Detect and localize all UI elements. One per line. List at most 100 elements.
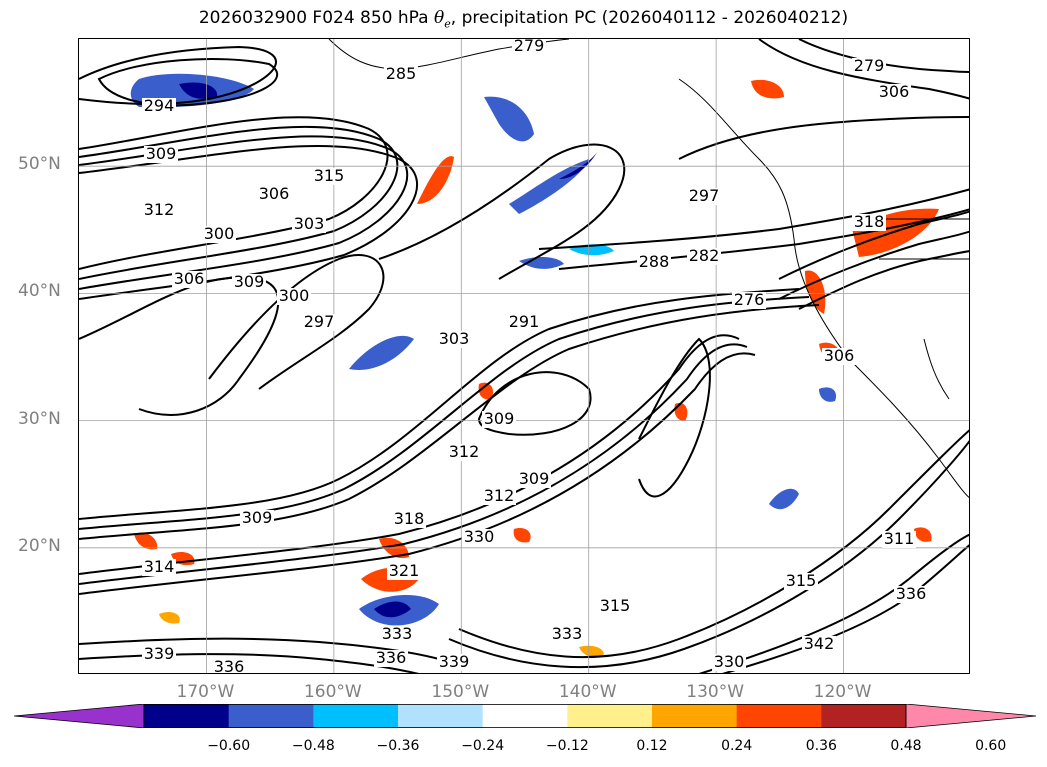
contour-label-background bbox=[142, 98, 176, 115]
longitude-label: 170°W bbox=[176, 682, 235, 702]
precip-positive-area bbox=[805, 270, 826, 314]
colorbar-max-extension bbox=[905, 704, 1036, 728]
contour-label: 330 bbox=[714, 652, 745, 671]
contour-label-background bbox=[142, 559, 176, 576]
contour-label: 336 bbox=[214, 657, 245, 674]
contour-label-background bbox=[387, 563, 421, 580]
contour-label-background bbox=[687, 248, 721, 265]
contour-label: 279 bbox=[514, 39, 545, 55]
precip-positive-area bbox=[478, 382, 494, 400]
contour-line bbox=[79, 343, 748, 585]
colorbar-tick-label: 0.12 bbox=[636, 738, 668, 754]
precip-positive-area bbox=[417, 156, 454, 204]
contour-label-background bbox=[598, 598, 632, 615]
contour-label: 309 bbox=[484, 409, 515, 428]
contour-label-background bbox=[257, 186, 291, 203]
contour-line bbox=[79, 135, 409, 290]
precip-positive-area bbox=[914, 527, 932, 542]
precip-negative-area bbox=[349, 335, 414, 370]
contour-label: 311 bbox=[884, 529, 915, 548]
contour-label: 297 bbox=[304, 312, 335, 331]
contour-label-background bbox=[687, 188, 721, 205]
colorbar-tick-label: −0.36 bbox=[376, 738, 420, 754]
contour-label: 318 bbox=[854, 212, 885, 231]
contour-label-background bbox=[877, 84, 911, 101]
contour-label: 339 bbox=[439, 652, 470, 671]
contour-line bbox=[378, 143, 626, 280]
contour-label-background bbox=[277, 288, 311, 305]
contour-label: 306 bbox=[174, 269, 205, 288]
precip-positive-area bbox=[513, 528, 531, 543]
contour-label: 306 bbox=[824, 346, 855, 365]
contour-line bbox=[79, 296, 810, 530]
contour-label-background bbox=[517, 471, 551, 488]
colorbar-tick-label: −0.12 bbox=[545, 738, 589, 754]
contour-line bbox=[558, 208, 969, 270]
contour-label: 321 bbox=[389, 561, 420, 580]
colorbar-segment bbox=[821, 704, 907, 728]
coastline bbox=[923, 338, 950, 400]
contour-label-background bbox=[447, 444, 481, 461]
contour-label: 342 bbox=[804, 634, 835, 653]
contour-label: 318 bbox=[394, 509, 425, 528]
precip-shading bbox=[130, 73, 939, 658]
contour-label-background bbox=[144, 146, 178, 163]
contour-label: 282 bbox=[689, 246, 720, 265]
contour-label: 330 bbox=[464, 527, 495, 546]
contour-line bbox=[79, 116, 389, 270]
contour-label-background bbox=[437, 331, 471, 348]
contour-label-background bbox=[482, 411, 516, 428]
precip-negative-area bbox=[819, 387, 837, 402]
contour-line bbox=[538, 188, 969, 250]
colorbar-tick-label: 0.24 bbox=[721, 738, 753, 754]
map-title: 2026032900 F024 850 hPa θe, precipitatio… bbox=[0, 8, 1047, 30]
contour-line bbox=[778, 210, 969, 280]
contour-label: 291 bbox=[509, 312, 540, 331]
contour-label-background bbox=[240, 510, 274, 527]
colorbar-border bbox=[143, 704, 907, 728]
longitude-label: 120°W bbox=[813, 682, 872, 702]
colorbar-tick-label: 0.60 bbox=[975, 738, 1007, 754]
colorbar-segment bbox=[228, 704, 314, 728]
contour-line bbox=[698, 533, 969, 673]
contour-line bbox=[798, 250, 969, 310]
colorbar-tick-label: −0.48 bbox=[291, 738, 335, 754]
contour-label: 303 bbox=[294, 214, 325, 233]
contour-label: 300 bbox=[279, 286, 310, 305]
longitude-label: 150°W bbox=[431, 682, 490, 702]
contour-label: 309 bbox=[234, 272, 265, 291]
map-panel: 279 285 294 309 315 312 306 303 300 306 309 300 297 3… bbox=[78, 38, 970, 674]
colorbar-min-extension bbox=[14, 704, 145, 728]
contour-line bbox=[79, 125, 399, 280]
contour-label: 306 bbox=[879, 82, 910, 101]
contour-label: 303 bbox=[439, 329, 470, 348]
contour-label-background bbox=[384, 66, 418, 83]
contour-label-background bbox=[142, 646, 176, 663]
contour-label: 336 bbox=[376, 648, 407, 667]
contour-label-background bbox=[172, 271, 206, 288]
contour-label: 314 bbox=[144, 557, 175, 576]
precip-negative-area bbox=[484, 96, 534, 142]
colorbar-tick-label: −0.60 bbox=[207, 738, 251, 754]
precip-negative-area bbox=[374, 601, 411, 618]
colorbar-tick-label: 0.36 bbox=[805, 738, 837, 754]
contour-label: 294 bbox=[144, 96, 175, 115]
contour-label: 279 bbox=[854, 56, 885, 75]
contour-label-background bbox=[894, 586, 928, 603]
contour-label-background bbox=[550, 626, 584, 643]
theta-symbol: θe bbox=[434, 8, 451, 31]
gridlines bbox=[79, 39, 969, 673]
colorbar-segment bbox=[144, 704, 230, 728]
contour-label-background bbox=[312, 168, 346, 185]
contour-line bbox=[778, 230, 969, 300]
precip-positive-area bbox=[674, 402, 688, 421]
colorbar-tick-label: −0.24 bbox=[461, 738, 505, 754]
contour-label-background bbox=[507, 314, 541, 331]
contour-line bbox=[678, 116, 969, 160]
contour-label-background bbox=[437, 654, 471, 671]
contour-line bbox=[638, 337, 711, 498]
colorbar bbox=[14, 704, 1036, 728]
contour-line bbox=[208, 254, 385, 390]
